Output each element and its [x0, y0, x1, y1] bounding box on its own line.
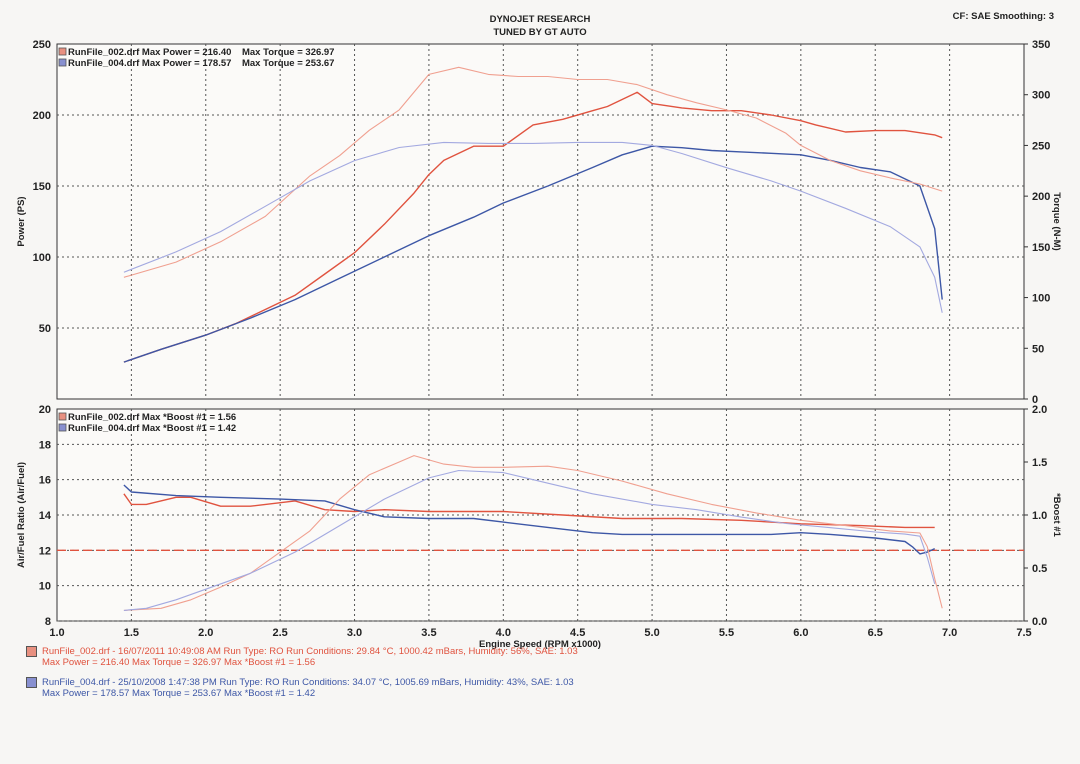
legend-entry: RunFile_004.drf Max *Boost #1 = 1.42 [68, 423, 236, 434]
y-axis-title: Power (PS) [16, 196, 27, 246]
y2-tick-label: 0.0 [1032, 616, 1047, 628]
legend-swatch [58, 423, 67, 432]
legend-swatch [58, 412, 67, 421]
legend-entry: RunFile_004.drf Max Power = 178.57 Max T… [68, 58, 334, 69]
y-tick-label: 100 [33, 252, 51, 264]
x-tick-label: 3.5 [421, 627, 436, 639]
run2-swatch [26, 677, 37, 688]
y2-tick-label: 200 [1032, 191, 1050, 203]
y2-tick-label: 350 [1032, 39, 1050, 51]
plot-area-1 [56, 43, 1025, 400]
y2-tick-label: 0 [1032, 394, 1038, 406]
x-tick-label: 4.5 [570, 627, 585, 639]
x-tick-label: 7.0 [942, 627, 957, 639]
x-tick-label: 1.5 [124, 627, 139, 639]
legend-swatch [58, 47, 67, 56]
series-line-1-1 [123, 91, 943, 363]
y2-tick-label: 1.5 [1032, 457, 1047, 469]
series-line-1-3 [123, 66, 943, 278]
series-line-1-4 [123, 141, 943, 313]
y-tick-label: 16 [39, 475, 51, 487]
y-tick-label: 150 [33, 181, 51, 193]
run2-info-line1: RunFile_004.drf - 25/10/2008 1:47:38 PM … [42, 677, 574, 688]
series-line-2-1 [123, 493, 935, 529]
y-tick-label: 50 [39, 323, 51, 335]
chart-title: DYNOJET RESEARCH [489, 14, 591, 25]
x-tick-label: 2.0 [198, 627, 213, 639]
x-tick-label: 3.0 [347, 627, 362, 639]
y2-tick-label: 2.0 [1032, 404, 1047, 416]
x-tick-label: 6.5 [868, 627, 883, 639]
y-tick-label: 14 [39, 510, 52, 522]
chart-subtitle: TUNED BY GT AUTO [493, 27, 587, 38]
y2-tick-label: 0.5 [1032, 563, 1047, 575]
run1-swatch [26, 646, 37, 657]
y2-tick-label: 150 [1032, 242, 1050, 254]
series-line-2-3 [123, 455, 943, 611]
x-axis-title: Engine Speed (RPM x1000) [479, 639, 601, 650]
y2-tick-label: 300 [1032, 90, 1050, 102]
y-axis-title: Air/Fuel Ratio (Air/Fuel) [16, 462, 27, 568]
legend-swatch [58, 58, 67, 67]
x-tick-label: 6.0 [793, 627, 808, 639]
y2-axis-title: Torque (N-M) [1051, 192, 1062, 250]
y2-tick-label: 50 [1032, 343, 1044, 355]
y-tick-label: 250 [33, 39, 51, 51]
run2-info-line2: Max Power = 178.57 Max Torque = 253.67 M… [42, 688, 316, 699]
series-line-2-4 [123, 469, 936, 611]
series-line-2-2 [123, 484, 935, 555]
legend-entry: RunFile_002.drf Max *Boost #1 = 1.56 [68, 412, 236, 423]
y-tick-label: 200 [33, 110, 51, 122]
x-tick-label: 7.5 [1016, 627, 1031, 639]
y-tick-label: 10 [39, 581, 51, 593]
settings-label: CF: SAE Smoothing: 3 [952, 11, 1054, 22]
y-tick-label: 12 [39, 545, 51, 557]
x-tick-label: 1.0 [49, 627, 64, 639]
y2-axis-title: *Boost #1 [1051, 493, 1062, 538]
y-tick-label: 20 [39, 404, 51, 416]
series-line-1-2 [123, 145, 943, 363]
x-tick-label: 2.5 [273, 627, 288, 639]
y2-tick-label: 1.0 [1032, 510, 1047, 522]
legend-entry: RunFile_002.drf Max Power = 216.40 Max T… [68, 47, 334, 58]
y-tick-label: 18 [39, 439, 51, 451]
y-tick-label: 8 [45, 616, 51, 628]
y2-tick-label: 100 [1032, 293, 1050, 305]
run1-info-line1: RunFile_002.drf - 16/07/2011 10:49:08 AM… [42, 646, 578, 657]
x-tick-label: 5.5 [719, 627, 734, 639]
x-tick-label: 5.0 [644, 627, 659, 639]
run1-info-line2: Max Power = 216.40 Max Torque = 326.97 M… [42, 657, 316, 668]
y2-tick-label: 250 [1032, 140, 1050, 152]
x-tick-label: 4.0 [496, 627, 511, 639]
